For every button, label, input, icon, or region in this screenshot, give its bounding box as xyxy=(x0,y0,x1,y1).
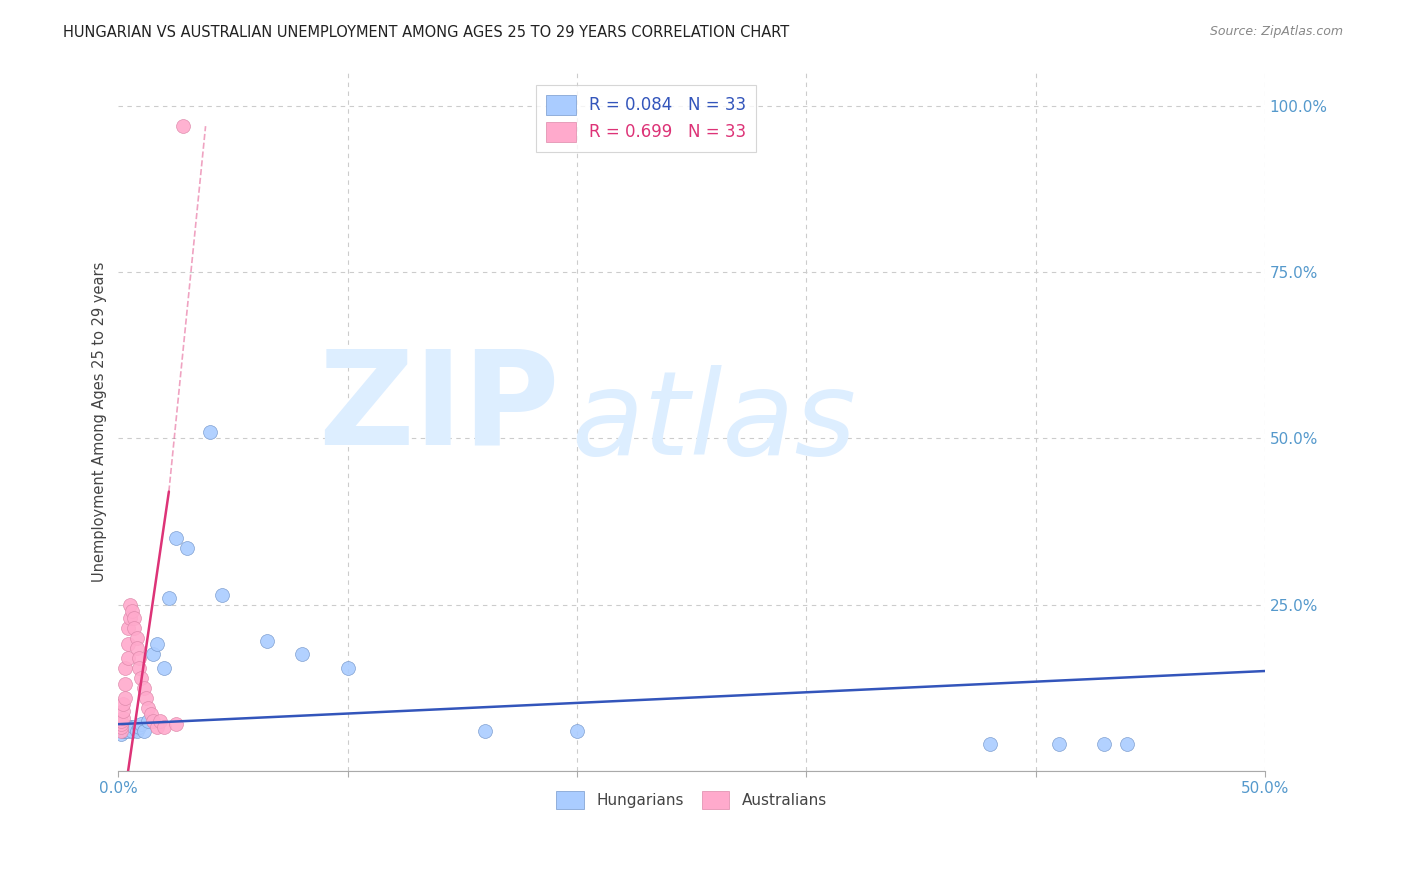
Point xyxy=(198,425,221,439)
Point xyxy=(291,648,314,662)
Point xyxy=(117,723,139,738)
Point xyxy=(142,648,165,662)
Point xyxy=(117,637,139,651)
Point xyxy=(118,598,141,612)
Point xyxy=(118,721,141,735)
Point xyxy=(125,640,148,655)
Point xyxy=(128,650,150,665)
Point xyxy=(132,723,155,738)
Point xyxy=(256,634,278,648)
Point xyxy=(146,637,169,651)
Point xyxy=(142,714,165,728)
Point xyxy=(114,723,136,738)
Point xyxy=(131,717,153,731)
Point xyxy=(176,541,198,555)
Text: Source: ZipAtlas.com: Source: ZipAtlas.com xyxy=(1209,25,1343,38)
Point xyxy=(153,661,176,675)
Point xyxy=(149,714,172,728)
Point xyxy=(114,721,136,735)
Point xyxy=(112,698,135,712)
Y-axis label: Unemployment Among Ages 25 to 29 years: Unemployment Among Ages 25 to 29 years xyxy=(93,261,107,582)
Point xyxy=(211,588,233,602)
Point xyxy=(474,723,496,738)
Point xyxy=(1047,737,1070,751)
Point xyxy=(135,690,157,705)
Point xyxy=(336,661,359,675)
Point xyxy=(139,707,162,722)
Legend: Hungarians, Australians: Hungarians, Australians xyxy=(550,784,832,815)
Point xyxy=(124,721,146,735)
Point xyxy=(110,721,132,735)
Point xyxy=(124,621,146,635)
Point xyxy=(153,721,176,735)
Point xyxy=(114,690,136,705)
Point xyxy=(132,681,155,695)
Point xyxy=(136,714,159,728)
Point xyxy=(121,723,143,738)
Point xyxy=(131,671,153,685)
Point xyxy=(157,591,180,605)
Point xyxy=(165,717,187,731)
Point xyxy=(136,700,159,714)
Point xyxy=(112,723,135,738)
Point xyxy=(1116,737,1139,751)
Text: atlas: atlas xyxy=(571,365,856,479)
Point xyxy=(565,723,588,738)
Point xyxy=(124,611,146,625)
Text: ZIP: ZIP xyxy=(318,344,560,471)
Point xyxy=(172,119,194,133)
Point xyxy=(128,721,150,735)
Point xyxy=(979,737,1001,751)
Point xyxy=(114,661,136,675)
Point xyxy=(125,631,148,645)
Point xyxy=(117,650,139,665)
Point xyxy=(110,727,132,741)
Point xyxy=(118,611,141,625)
Point xyxy=(114,677,136,691)
Point xyxy=(128,661,150,675)
Point xyxy=(118,721,141,735)
Point xyxy=(110,717,132,731)
Point xyxy=(117,721,139,735)
Point xyxy=(165,531,187,545)
Point xyxy=(112,710,135,724)
Point xyxy=(117,621,139,635)
Point xyxy=(110,714,132,728)
Point xyxy=(110,723,132,738)
Text: HUNGARIAN VS AUSTRALIAN UNEMPLOYMENT AMONG AGES 25 TO 29 YEARS CORRELATION CHART: HUNGARIAN VS AUSTRALIAN UNEMPLOYMENT AMO… xyxy=(63,25,790,40)
Point xyxy=(121,604,143,618)
Point xyxy=(125,723,148,738)
Point xyxy=(112,723,135,738)
Point xyxy=(146,721,169,735)
Point xyxy=(1092,737,1115,751)
Point xyxy=(112,704,135,718)
